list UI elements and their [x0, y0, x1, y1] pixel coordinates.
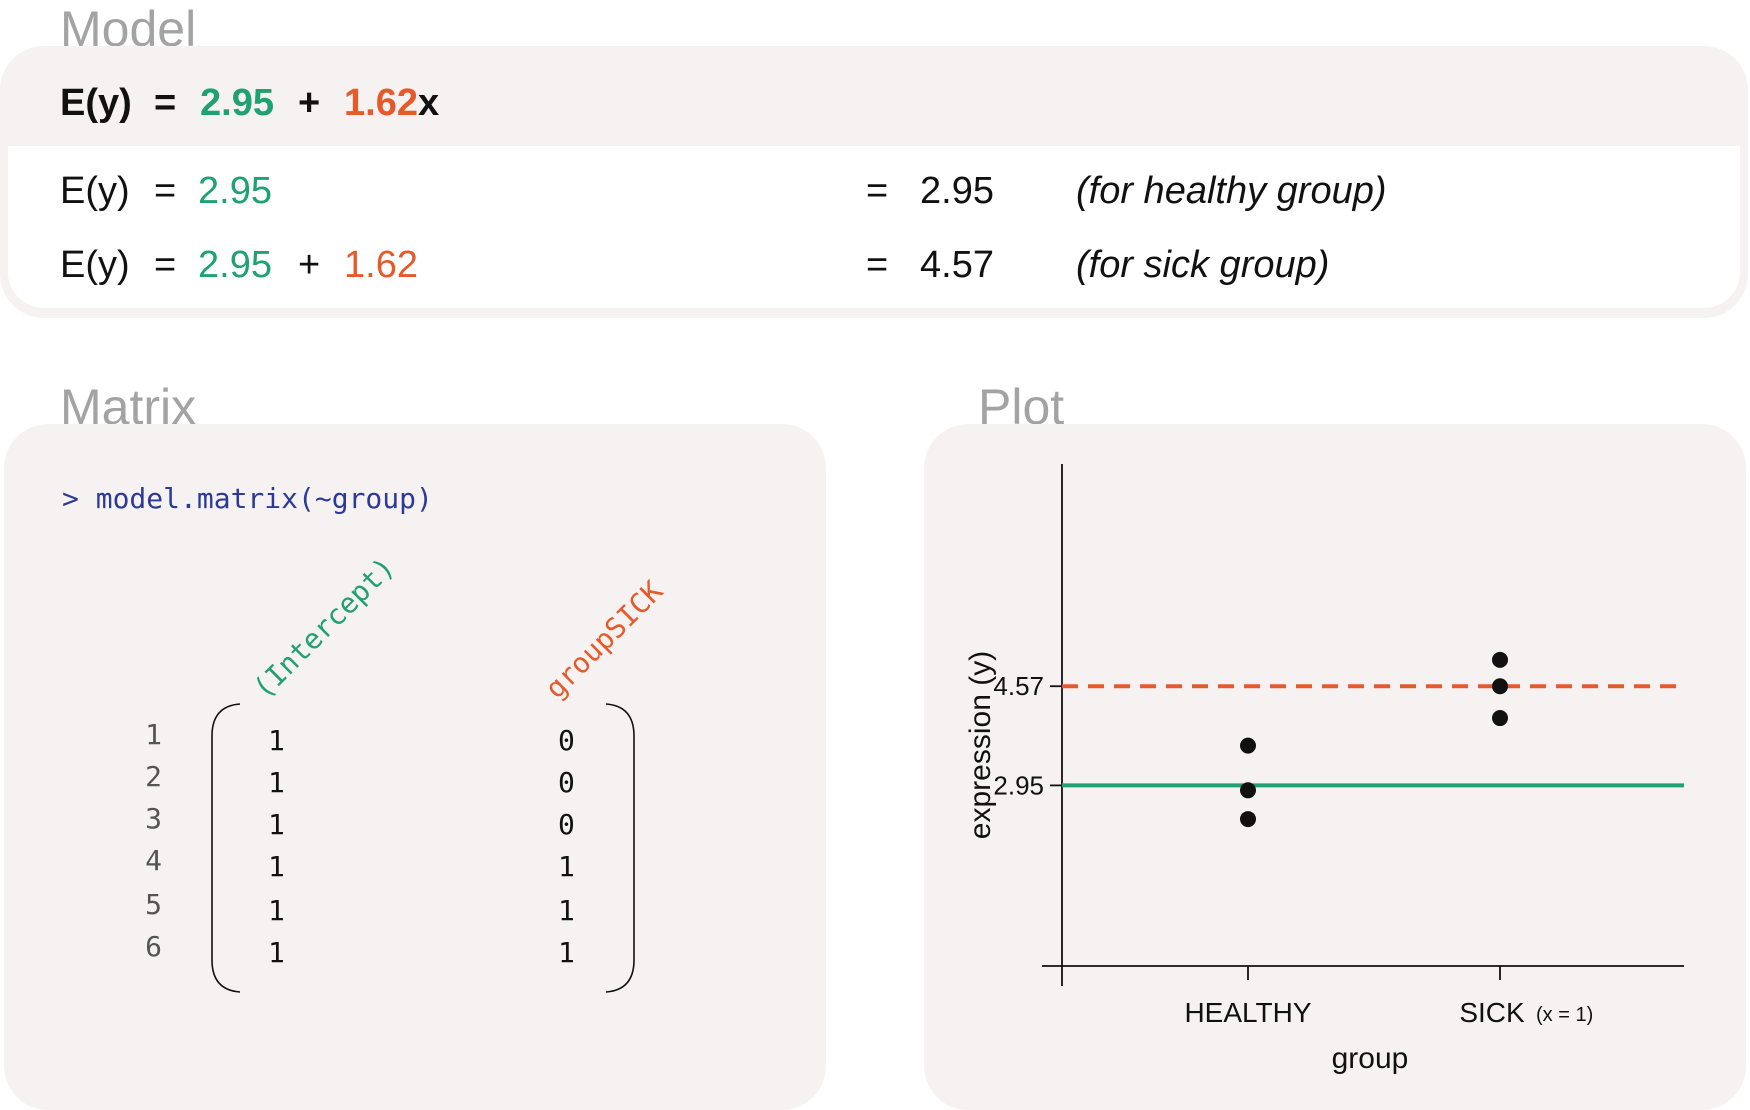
data-point [1240, 737, 1256, 754]
main-eq-coef: 1.62 [344, 82, 418, 124]
y-tick-label: 4.57 [993, 671, 1044, 701]
main-eq-intercept: 2.95 [200, 82, 274, 124]
x-tick-label: HEALTHY [1184, 997, 1311, 1028]
sick-eq-intercept: 2.95 [198, 244, 272, 286]
sick-eq-coef: 1.62 [344, 244, 418, 286]
matrix-section-title: Matrix [60, 379, 197, 435]
matrix-cell-groupsick: 1 [558, 894, 575, 927]
matrix-panel [4, 424, 826, 1110]
matrix-row-label: 2 [145, 760, 162, 793]
matrix-cell-intercept: 1 [268, 808, 285, 841]
matrix-cell-intercept: 1 [268, 894, 285, 927]
data-point [1492, 678, 1508, 695]
main-eq-var: x [417, 82, 440, 124]
x-axis-label: group [1332, 1042, 1409, 1075]
healthy-eq-result: 2.95 [920, 170, 994, 212]
model-section-title: Model [60, 1, 197, 57]
plot-panel: 2.95 4.57 HEALTHY SICK (x = 1) group expressio… [924, 424, 1746, 1110]
data-point [1492, 651, 1508, 668]
matrix-cell-groupsick: 0 [558, 766, 575, 799]
y-axis-label: expression (y) [964, 651, 997, 839]
model-matrix-code: > model.matrix(~group) [62, 482, 433, 515]
matrix-cell-intercept: 1 [268, 766, 285, 799]
sick-eq-equals: = [154, 244, 177, 286]
main-eq-equals: = [154, 82, 177, 124]
matrix-cell-groupsick: 0 [558, 724, 575, 757]
matrix-cell-intercept: 1 [268, 936, 285, 969]
matrix-cell-intercept: 1 [268, 850, 285, 883]
matrix-row-label: 3 [145, 802, 162, 835]
healthy-eq-lhs: E(y) [60, 170, 130, 212]
matrix-row-label: 4 [145, 844, 162, 877]
y-tick-label: 2.95 [993, 770, 1044, 800]
data-point [1240, 811, 1256, 828]
group-expression-plot: 2.95 4.57 HEALTHY SICK (x = 1) group expressio… [964, 464, 1684, 1075]
sick-eq-lhs: E(y) [60, 244, 130, 286]
matrix-row-label: 6 [145, 930, 162, 963]
matrix-row-label: 1 [145, 718, 162, 751]
main-eq-lhs: E(y) [60, 82, 132, 124]
data-point [1492, 710, 1508, 727]
matrix-cell-intercept: 1 [268, 724, 285, 757]
model-group-equations [8, 146, 1740, 308]
model-panel [0, 46, 1748, 318]
x-tick-label: SICK [1459, 997, 1525, 1028]
matrix-cell-groupsick: 0 [558, 808, 575, 841]
data-point [1240, 782, 1256, 799]
sick-eq-result: 4.57 [920, 244, 994, 286]
matrix-cell-groupsick: 1 [558, 850, 575, 883]
sick-eq-plus: + [298, 244, 321, 286]
healthy-eq-note: (for healthy group) [1076, 170, 1387, 212]
healthy-eq-equals-2: = [866, 170, 889, 212]
matrix-cell-groupsick: 1 [558, 936, 575, 969]
main-eq-plus: + [298, 82, 321, 124]
healthy-eq-equals: = [154, 170, 177, 212]
sick-eq-note: (for sick group) [1076, 244, 1330, 286]
healthy-eq-intercept: 2.95 [198, 170, 272, 212]
x-tick-note: (x = 1) [1536, 1004, 1593, 1026]
plot-section-title: Plot [978, 379, 1065, 435]
matrix-row-label: 5 [145, 888, 162, 921]
main-eq-slope-term: 1.62x [344, 84, 439, 122]
sick-eq-equals-2: = [866, 244, 889, 286]
